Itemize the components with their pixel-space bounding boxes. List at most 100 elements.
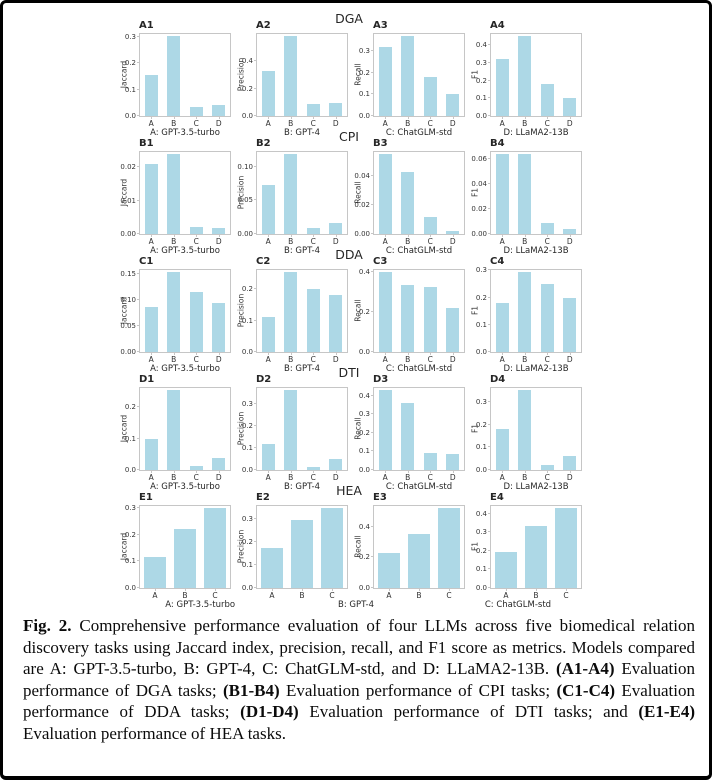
x-tick-label: D [566,355,573,364]
x-axis-label-a1: A: GPT-3.5-turbo [150,128,220,138]
x-tick-mark [547,234,549,237]
x-tick-label: D [449,237,456,246]
x-tick-label: D [332,119,339,128]
y-tick-mark [254,563,257,565]
y-tick-mark [488,351,491,352]
axes-d2: 0.0 0.1 0.2 0.3 A B C D [242,387,348,482]
y-tick-mark [488,79,491,81]
x-tick-mark [313,116,315,119]
y-tick-mark [254,447,257,448]
y-axis-label-c4: F1 [470,305,480,316]
y-tick-label: 0.00 [120,230,136,238]
bar-e3-c [437,508,461,588]
y-tick-label: 0.1 [358,447,370,456]
y-tick-mark [488,469,491,470]
x-tick-label: C [427,237,433,246]
axes-d4: 0.0 0.1 0.2 0.3 A B C D [476,387,582,482]
x-tick-mark [151,470,153,473]
x-axis-label-c3: C: ChatGLM-std [385,364,453,374]
x-tick-label: A [269,591,275,600]
caption-segment: Evaluation performance of DTI tasks; and [298,702,639,721]
axes-b1: 0.00 0.01 0.02 A B C D [120,151,231,246]
x-tick-label: A [382,355,388,364]
x-tick-label: B [522,119,528,128]
subplot-title-d2: D2 [256,374,272,385]
bar-e2-c [320,507,344,588]
x-tick-mark [313,470,315,473]
x-tick-mark [569,470,571,473]
x-tick-label: B [171,473,177,482]
x-tick-label: A [499,237,505,246]
subplot-a4: A4 F1 0.0 0.1 0.2 0.3 0.4 A B C D D: LLaMA2-13B [466,20,583,138]
y-tick-label: 0.0 [241,112,253,120]
x-tick-mark [290,234,292,237]
x-tick-label: A [499,473,505,482]
bar-c3-c [423,286,437,352]
figure-grid: DGA A1 Jaccard 0.0 0.1 0.2 0.3 A B C D A: GPT-3.5-t… [3,11,709,610]
y-tick-label: 0.1 [124,434,136,443]
subplot-b4: B4 F1 0.00 0.02 0.04 0.06 A B C D D: LLaMA2-13B [466,138,583,256]
bar-c1-c [189,291,203,352]
y-tick-label: 0.3 [124,504,136,513]
x-axis-label-d3: C: ChatGLM-std [385,482,453,492]
y-tick-mark [371,71,374,73]
x-tick-label: B [405,473,411,482]
subplot-c2: C2 Precision 0.0 0.1 0.2 A B C D B: GPT-4 [232,256,349,374]
x-tick-label: A [148,473,154,482]
bar-c1-a [144,307,158,352]
x-tick-mark [407,116,409,119]
x-tick-mark [218,116,220,119]
y-tick-mark [371,351,374,352]
x-tick-label: A [265,473,271,482]
bar-c4-a [495,302,509,352]
y-tick-mark [254,424,257,426]
subplot-a2: A2 Precision 0.0 0.2 0.4 A B C D B: GPT-4 [232,20,349,138]
y-tick-mark [371,115,374,116]
bar-a2-d [329,102,343,116]
subplot-title-d3: D3 [373,374,389,385]
bar-b4-b [518,154,532,234]
bar-a3-a [378,46,392,116]
y-tick-label: 0.2 [358,68,370,77]
y-tick-label: 0.0 [241,584,253,592]
x-tick-mark [290,116,292,119]
y-tick-label: 0.3 [475,528,487,537]
subplot-title-e1: E1 [139,492,153,503]
x-tick-label: B [288,237,294,246]
caption-segment: Evaluation performance of DGA tasks; [23,659,695,700]
bar-a2-c [306,104,320,116]
y-tick-label: 0.1 [241,560,253,569]
x-tick-mark [385,234,387,237]
subplot-title-e3: E3 [373,492,387,503]
bar-d1-c [189,466,203,470]
y-tick-label: 0.2 [475,546,487,555]
bar-b1-a [144,164,158,234]
x-tick-mark [502,116,504,119]
x-tick-label: D [449,119,456,128]
y-tick-label: 0.4 [475,509,487,518]
y-tick-mark [488,549,491,551]
plots-row-hea: E1 Jaccard 0.0 0.1 0.2 0.3 A B C E2 Precision 0.0 0.… [115,492,583,610]
y-tick-label: 0.02 [120,163,136,172]
row-title-cpi: CPI [339,129,359,144]
y-tick-mark [137,36,140,37]
bar-e1-a [143,556,167,588]
x-tick-mark [430,234,432,237]
y-tick-label: 0.0 [475,584,487,592]
y-tick-mark [488,587,491,588]
x-tick-mark [151,234,153,237]
bar-e4-c [554,508,578,588]
bar-b1-c [189,227,203,234]
x-tick-label: B [288,119,294,128]
bar-c3-d [446,308,460,352]
plots-row-dti: D1 Jaccard 0.0 0.1 0.2 A B C D A: GPT-3.5-turbo D2… [115,374,583,492]
x-tick-mark [430,470,432,473]
y-tick-label: 0.00 [120,348,136,356]
bar-a1-a [144,74,158,116]
subplot-e2: E2 Precision 0.0 0.1 0.2 0.3 A B C [232,492,349,603]
y-tick-label: 0.0 [358,466,370,474]
subplot-title-d4: D4 [490,374,506,385]
x-tick-label: B [405,119,411,128]
bar-a3-d [446,94,460,116]
x-tick-label: C [310,237,316,246]
